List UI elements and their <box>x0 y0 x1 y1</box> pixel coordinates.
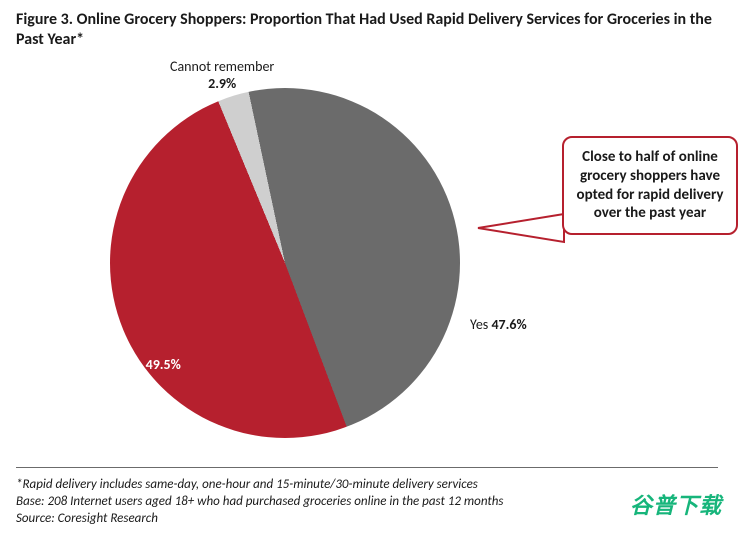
watermark-text: 谷普下载 <box>630 488 722 520</box>
figure-container: Figure 3. Online Grocery Shoppers: Propo… <box>0 0 740 536</box>
slice-label-cannot-pct: 2.9% <box>170 75 274 92</box>
slice-label-no: No 49.5% <box>126 356 181 373</box>
footnote-line-3: Source: Coresight Research <box>16 511 716 528</box>
figure-title: Figure 3. Online Grocery Shoppers: Propo… <box>16 10 716 50</box>
pie-wrap <box>110 88 460 438</box>
slice-label-yes-text: Yes <box>470 316 488 333</box>
footnotes: *Rapid delivery includes same-day, one-h… <box>16 477 716 528</box>
pie-chart: Cannot remember 2.9% Yes 47.6% No 49.5% … <box>0 58 740 463</box>
slice-label-yes-pct: 47.6% <box>491 316 526 333</box>
slice-label-yes: Yes 47.6% <box>470 316 527 333</box>
footnote-line-1: *Rapid delivery includes same-day, one-h… <box>16 477 716 494</box>
footnote-line-2: Base: 208 Internet users aged 18+ who ha… <box>16 494 716 511</box>
callout-bubble: Close to half of online grocery shoppers… <box>562 136 738 235</box>
slice-label-cannot-text: Cannot remember <box>170 58 274 75</box>
slice-label-no-pct: 49.5% <box>146 356 181 373</box>
pie-graphic <box>110 88 460 438</box>
slice-label-cannot: Cannot remember 2.9% <box>170 58 274 92</box>
divider-line <box>16 467 718 468</box>
callout-text: Close to half of online grocery shoppers… <box>577 148 724 222</box>
slice-label-no-text: No <box>126 356 142 373</box>
